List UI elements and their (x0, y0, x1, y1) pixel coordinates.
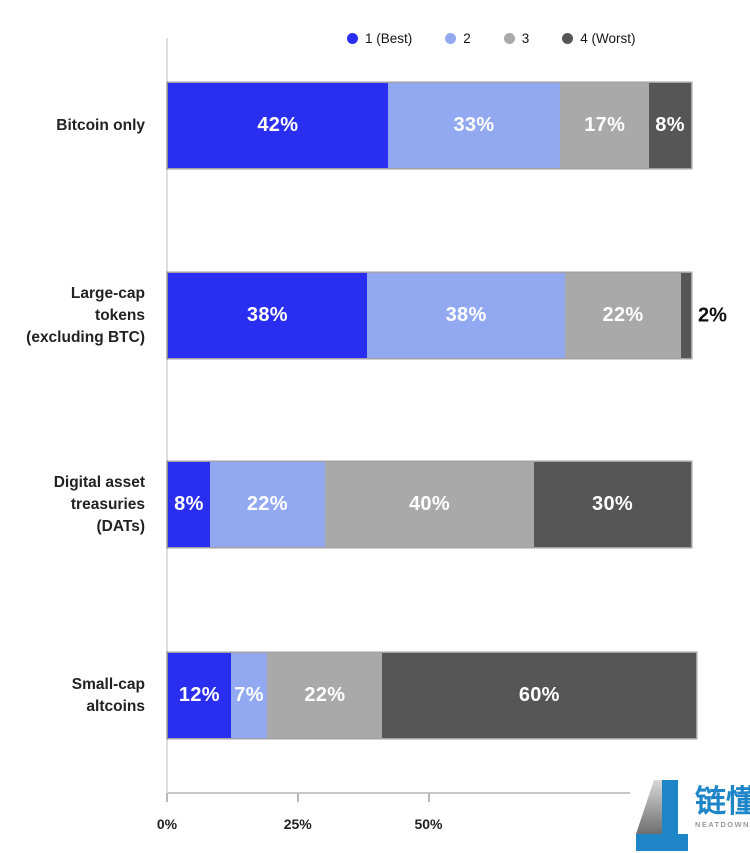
segment-value-label: 7% (234, 684, 264, 706)
brand-name: 链懂 (695, 784, 750, 819)
segment-value-label: 8% (174, 493, 204, 515)
bar-segment: 38% (168, 273, 367, 358)
bar-segment: 33% (387, 83, 561, 168)
bar-segment: 2% (680, 273, 727, 358)
legend-item: 4 (Worst) (562, 31, 636, 46)
category-label: Bitcoin only (56, 116, 145, 134)
segment-value-label: 38% (445, 304, 487, 326)
bar-row: 42% 33% 17% 8% (168, 83, 691, 168)
legend-item: 3 (503, 31, 530, 46)
bar-segment: 22% (209, 462, 325, 547)
segment-value-label: 22% (602, 304, 644, 326)
segment-value-label: 42% (257, 114, 299, 136)
segment-value-label: 30% (592, 493, 633, 515)
bar-segment: 17% (560, 83, 650, 168)
legend-item-label: 3 (521, 31, 530, 46)
bar-segment: 22% (267, 653, 383, 738)
segment-value-label: 33% (453, 114, 495, 136)
watermark-text: 链懂 NEATDOWN.COM (695, 777, 750, 829)
legend-item-label: 1 (Best) (365, 31, 413, 46)
watermark-logo-icon (631, 777, 689, 853)
segment-value-label: 17% (584, 114, 626, 136)
segment-value-label: 38% (246, 304, 288, 326)
bar-row: 38% 38% 22% 2% (168, 273, 727, 358)
bar-segment: 8% (168, 462, 210, 547)
bar-segment: 30% (534, 462, 691, 547)
segment-value-label: 22% (304, 684, 346, 706)
bar-segment: 7% (230, 653, 268, 738)
segment-value-label: 22% (246, 493, 288, 515)
segment-value-label: 12% (178, 684, 220, 706)
bar-segment: 38% (366, 273, 566, 358)
bar-segment: 22% (565, 273, 681, 358)
x-axis-tick (427, 793, 430, 802)
brand-site: NEATDOWN.COM (695, 820, 750, 829)
bar-segment: 40% (324, 462, 535, 547)
category-label: Small-cap altcoins (71, 675, 145, 715)
x-axis-line (167, 792, 630, 794)
x-axis-tick-label: 25% (283, 816, 312, 832)
segment-value-label: 8% (655, 114, 685, 136)
segment-value-label: 40% (409, 493, 450, 515)
x-axis-tick-label: 0% (156, 816, 178, 832)
x-axis-tick (166, 793, 168, 802)
legend-marker-dot-icon (503, 33, 515, 44)
category-label: Digital asset treasuries (DATs) (53, 473, 145, 535)
x-axis-tick-label: 50% (414, 816, 443, 832)
bar-segment: 42% (168, 83, 388, 168)
bar-segment: 60% (382, 653, 697, 738)
legend-item: 2 (445, 31, 471, 46)
x-axis-tick (296, 793, 299, 802)
bar-segment: 12% (168, 653, 231, 738)
legend-item-label: 4 (Worst) (580, 31, 636, 46)
y-axis-line (166, 38, 168, 792)
bar-row: 12% 7% 22% 60% (168, 653, 697, 738)
chart-legend: 1 (Best) 2 3 4 (Worst) (347, 31, 636, 46)
watermark: 链懂 NEATDOWN.COM (631, 777, 750, 853)
bar-segment: 8% (649, 83, 691, 168)
legend-marker-dot-icon (347, 33, 358, 44)
legend-marker-dot-icon (445, 33, 457, 44)
legend-item-label: 2 (463, 31, 471, 46)
category-label: Large-cap tokens (excluding BTC) (26, 284, 145, 346)
bar-row: 8% 22% 40% 30% (168, 462, 691, 547)
segment-value-label-outside: 2% (697, 304, 727, 326)
legend-marker-dot-icon (562, 33, 574, 44)
legend-item: 1 (Best) (347, 31, 412, 46)
segment-value-label: 60% (518, 684, 560, 706)
